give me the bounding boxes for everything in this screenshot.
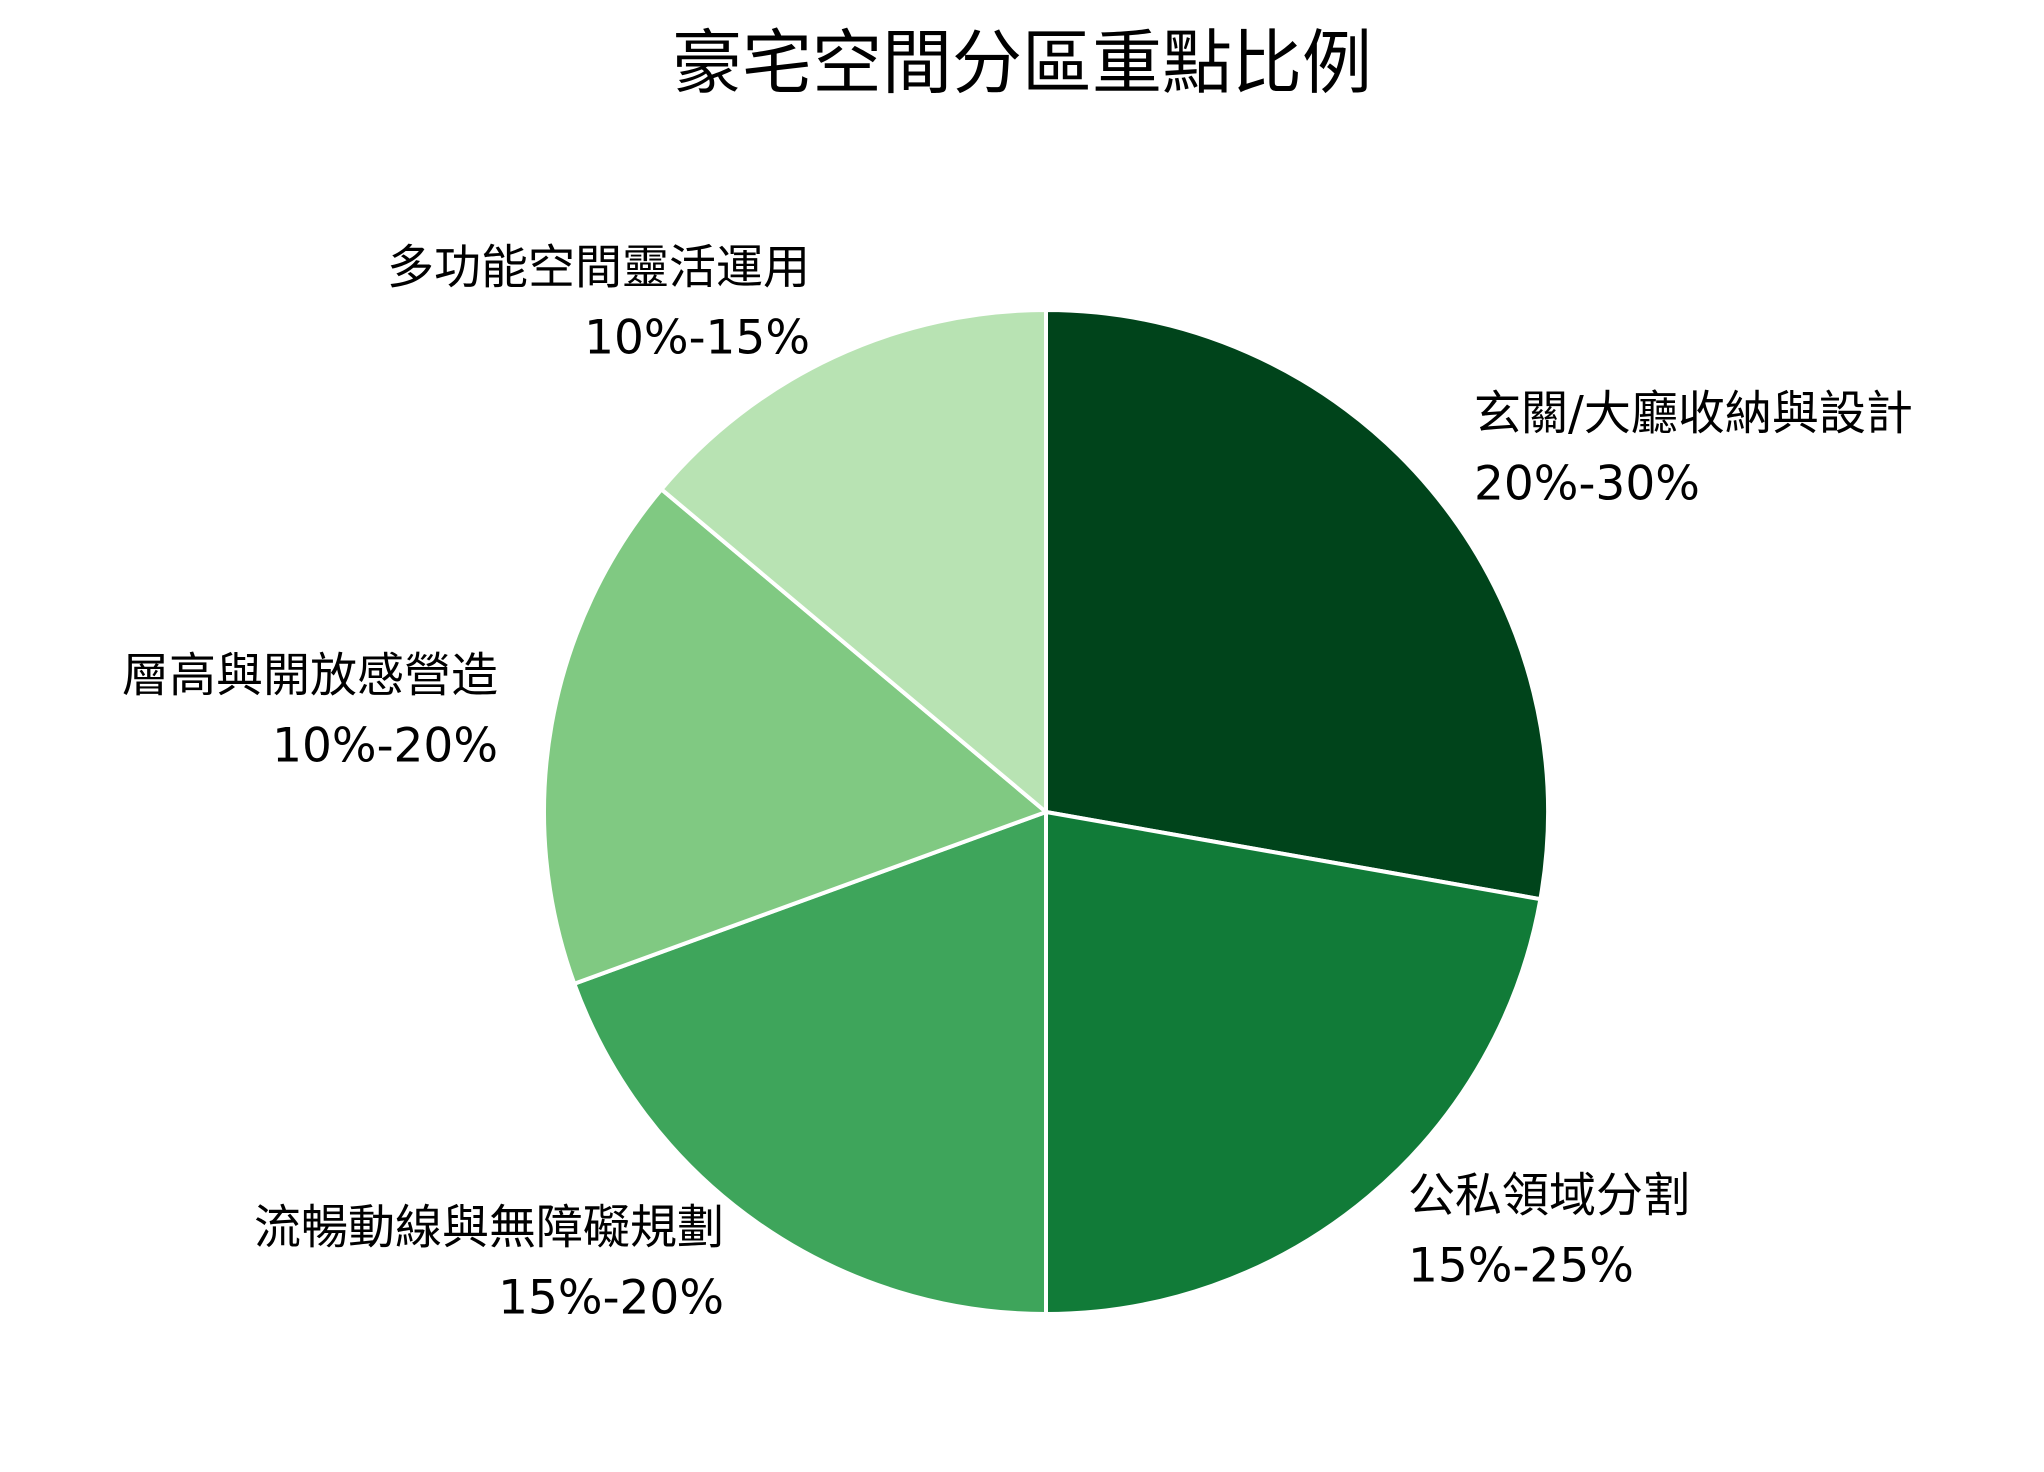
pie-slice: [1044, 810, 1543, 1316]
pie-slice: [1044, 308, 1550, 902]
value-label: 10%-20%: [272, 719, 498, 774]
slice-label: 公私領域分割: [1408, 1169, 1690, 1224]
slice-label: 層高與開放感營造: [122, 649, 498, 704]
value-label: 15%-20%: [498, 1271, 724, 1326]
slice-label: 玄關/大廳收納與設計: [1474, 387, 1913, 442]
value-label: 20%-30%: [1474, 457, 1700, 512]
value-label: 15%-25%: [1408, 1239, 1634, 1294]
slice-label: 流暢動線與無障礙規劃: [254, 1201, 724, 1256]
value-label: 10%-15%: [584, 311, 810, 366]
pie-slice: [659, 308, 1048, 814]
slice-label: 多功能空間靈活運用: [387, 241, 810, 296]
chart-title: 豪宅空間分區重點比例: [672, 22, 1372, 104]
pie-slice: [572, 810, 1048, 1316]
pie-slice: [542, 487, 1048, 986]
